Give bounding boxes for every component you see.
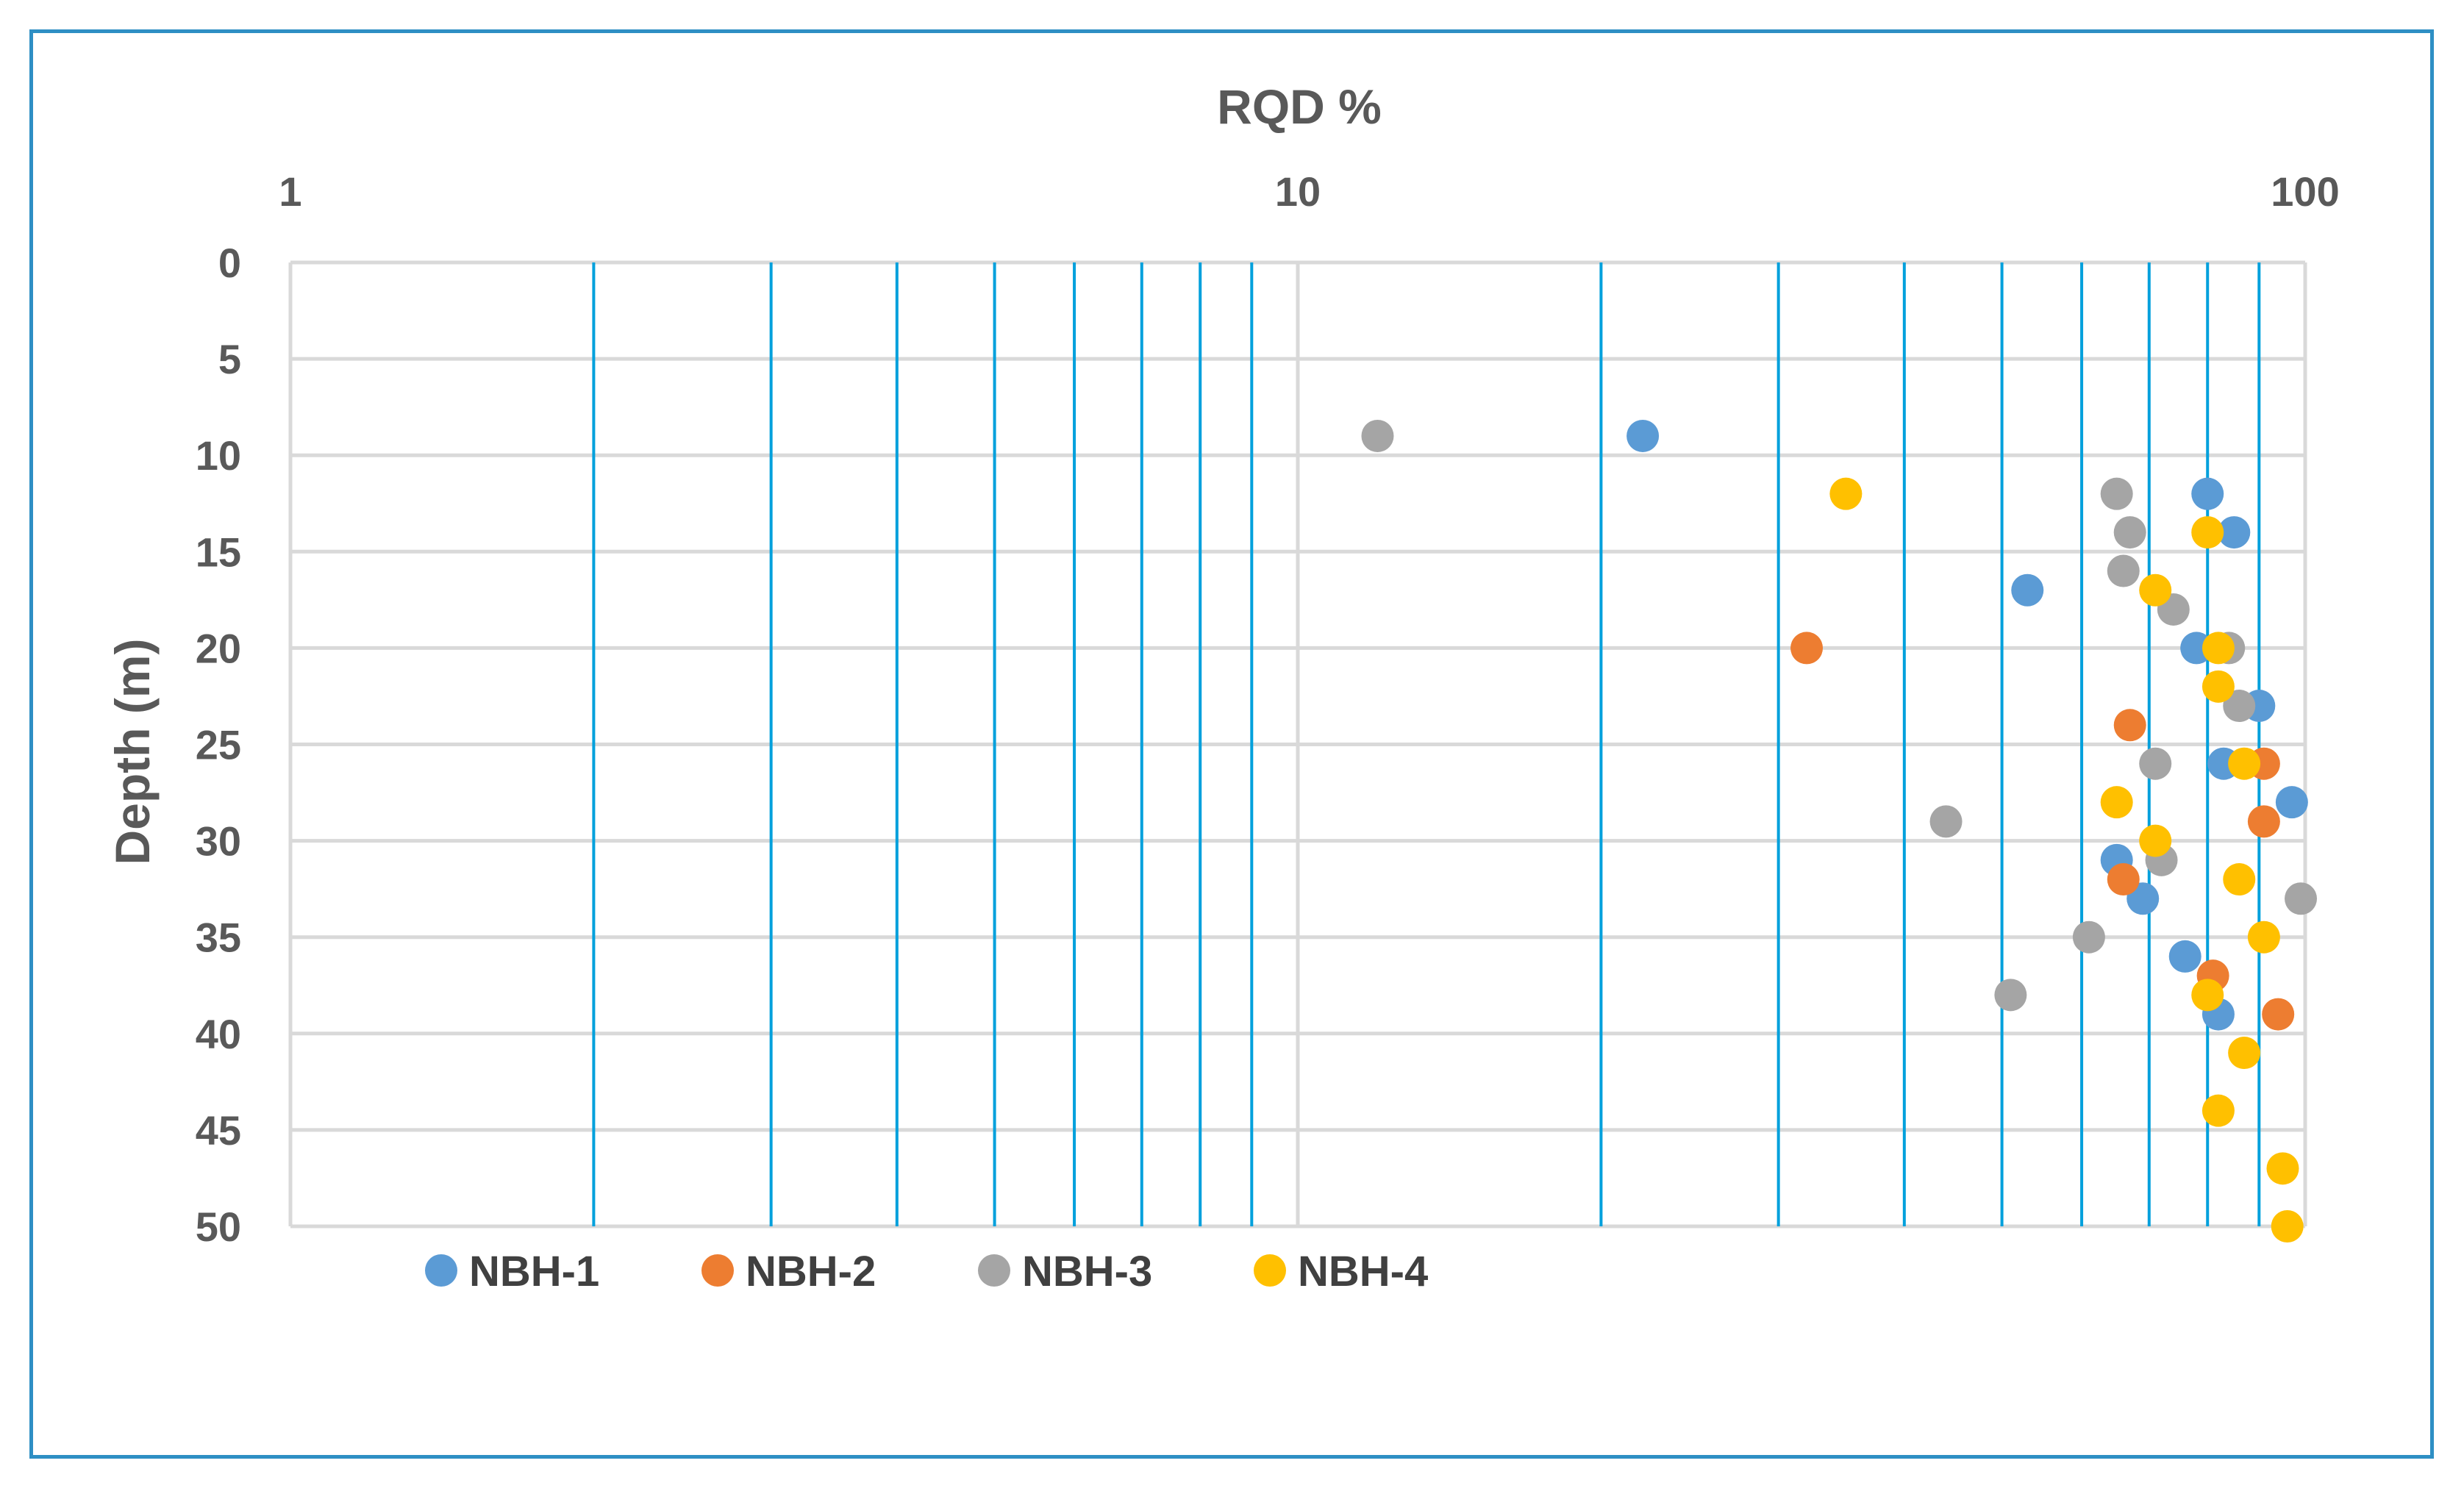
point-nbh-2-6 [2262, 998, 2295, 1031]
y-tick-label-3: 15 [196, 529, 241, 575]
point-nbh-4-8 [2223, 863, 2256, 896]
point-nbh-3-10 [2285, 882, 2318, 915]
y-tick-label-9: 45 [196, 1107, 241, 1154]
point-nbh-4-11 [2228, 1037, 2261, 1070]
legend-marker-nbh-1 [425, 1254, 457, 1287]
point-nbh-1-7 [2275, 786, 2308, 819]
y-tick-label-2: 10 [196, 432, 241, 479]
y-tick-label-10: 50 [196, 1204, 241, 1250]
point-nbh-4-5 [2228, 747, 2261, 780]
y-tick-label-0: 0 [218, 240, 241, 286]
point-nbh-2-3 [2247, 805, 2280, 838]
point-nbh-3-0 [1361, 419, 1394, 452]
y-axis-title: Depth (m) [105, 639, 160, 865]
x-axis-title: RQD % [1217, 79, 1382, 134]
legend-marker-nbh-3 [978, 1254, 1010, 1287]
point-nbh-4-3 [2201, 632, 2235, 665]
point-nbh-4-13 [2266, 1152, 2299, 1185]
point-nbh-4-1 [2191, 516, 2224, 549]
point-nbh-4-12 [2201, 1094, 2235, 1127]
point-nbh-3-7 [2139, 747, 2172, 780]
point-nbh-4-2 [2139, 573, 2172, 607]
point-nbh-4-0 [1829, 477, 1863, 510]
x-tick-label-2: 100 [2271, 168, 2339, 215]
point-nbh-4-14 [2271, 1210, 2304, 1242]
x-tick-label-1: 10 [1275, 168, 1321, 215]
x-tick-label-0: 1 [279, 168, 301, 215]
point-nbh-2-1 [2113, 709, 2146, 742]
legend-label-nbh-1: NBH-1 [469, 1248, 599, 1295]
point-nbh-1-10 [2168, 940, 2201, 973]
point-nbh-1-0 [1626, 419, 1660, 452]
legend-label-nbh-2: NBH-2 [746, 1248, 876, 1295]
point-nbh-3-1 [2100, 477, 2133, 510]
point-nbh-1-1 [2191, 477, 2224, 510]
y-tick-label-8: 40 [196, 1011, 241, 1057]
point-nbh-3-6 [2223, 690, 2256, 723]
point-nbh-3-11 [2072, 920, 2105, 954]
point-nbh-3-12 [1994, 979, 2027, 1012]
y-tick-label-1: 5 [218, 336, 241, 382]
point-nbh-1-2 [2218, 516, 2251, 549]
point-nbh-2-0 [1790, 632, 1824, 665]
point-nbh-4-10 [2191, 979, 2224, 1012]
point-nbh-4-9 [2247, 920, 2280, 954]
point-nbh-3-3 [2107, 554, 2140, 587]
point-nbh-4-6 [2100, 786, 2133, 819]
point-nbh-2-4 [2107, 863, 2140, 896]
point-nbh-3-2 [2113, 516, 2146, 549]
legend-marker-nbh-2 [701, 1254, 734, 1287]
legend-label-nbh-3: NBH-3 [1022, 1248, 1152, 1295]
point-nbh-1-3 [2011, 573, 2044, 607]
y-tick-label-7: 35 [196, 915, 241, 961]
legend-label-nbh-4: NBH-4 [1298, 1248, 1428, 1295]
legend-marker-nbh-4 [1254, 1254, 1286, 1287]
point-nbh-4-7 [2139, 824, 2172, 857]
point-nbh-3-8 [1929, 805, 1963, 838]
point-nbh-4-4 [2201, 670, 2235, 703]
y-tick-label-4: 20 [196, 625, 241, 671]
y-tick-label-6: 30 [196, 818, 241, 865]
y-tick-label-5: 25 [196, 722, 241, 768]
